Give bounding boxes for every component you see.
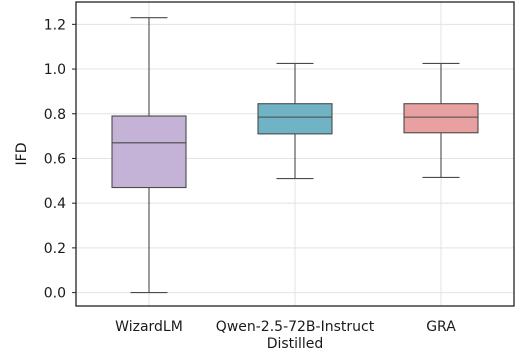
y-tick-label: 0.6 — [44, 151, 66, 167]
y-axis-label: IFD — [14, 143, 30, 166]
y-tick-label: 1.0 — [44, 62, 66, 78]
iqr-box — [403, 103, 479, 134]
plot-frame — [75, 1, 515, 307]
y-axis-ticks: 0.0 0.2 0.4 0.6 0.8 1.0 1.2 — [44, 17, 76, 302]
box-series — [111, 17, 479, 294]
y-tick-label: 0.2 — [44, 241, 66, 257]
x-category-label: Distilled — [267, 336, 324, 352]
y-tick-label: 0.8 — [44, 107, 66, 123]
box-plot-item — [257, 62, 333, 180]
y-tick-label: 1.2 — [44, 17, 66, 33]
x-category-label: Qwen-2.5-72B-Instruct — [216, 319, 375, 335]
iqr-box — [111, 115, 187, 189]
iqr-box — [257, 103, 333, 135]
x-category-label: GRA — [426, 319, 456, 335]
x-category-label: WizardLM — [115, 319, 183, 335]
y-tick-label: 0.0 — [44, 286, 66, 302]
box-plot-item — [403, 62, 479, 179]
y-tick-label: 0.4 — [44, 196, 66, 212]
box-plot-item — [111, 17, 187, 294]
